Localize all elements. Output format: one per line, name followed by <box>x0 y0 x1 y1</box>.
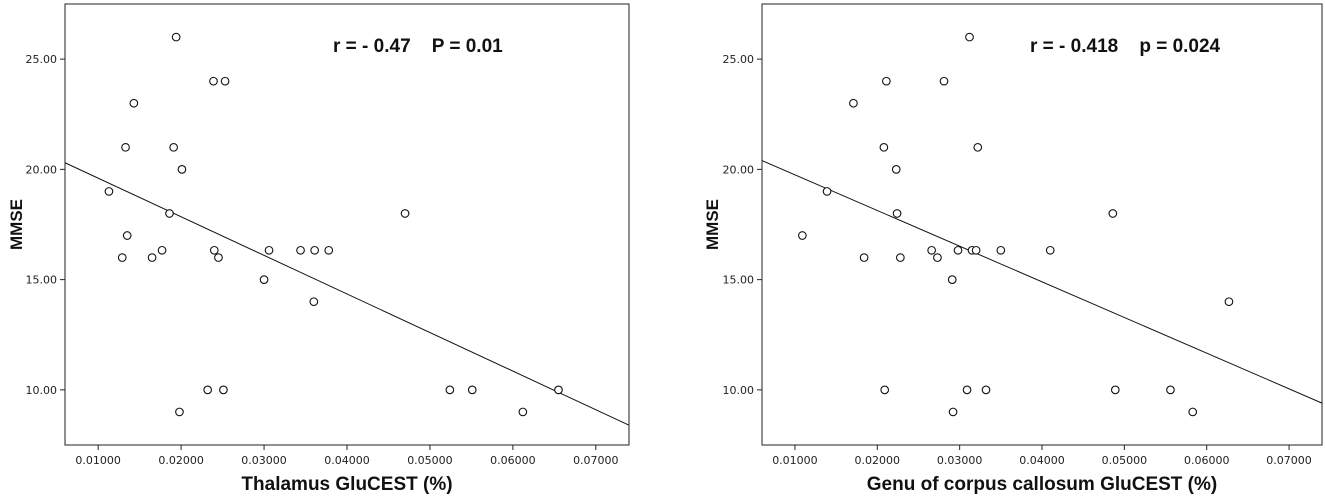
y-tick-label: 15.00 <box>723 274 755 287</box>
scatter-point <box>947 275 957 284</box>
x-tick-label: 0.01000 <box>75 454 121 467</box>
scatter-point <box>822 187 832 196</box>
scatter-point <box>892 209 902 218</box>
y-tick-label: 15.00 <box>26 274 58 287</box>
regression-line <box>761 160 1323 404</box>
data-points <box>104 32 563 417</box>
scatter-point <box>882 76 891 86</box>
scatter-point <box>1045 245 1055 255</box>
scatter-point <box>309 297 319 307</box>
regression-line <box>64 162 630 426</box>
scatter-point <box>467 385 477 395</box>
scatter-point <box>324 245 334 255</box>
thalamus-scatter-panel: 10.00 15.00 20.00 25.00 0.01000 0.02000 0.030… <box>7 3 630 495</box>
scatter-point <box>264 245 274 255</box>
correlation-annotation: r = - 0.418 p = 0.024 <box>1030 36 1221 57</box>
x-tick-label: 0.06000 <box>1184 454 1230 467</box>
y-tick-label: 10.00 <box>723 384 755 397</box>
x-axis-label: Genu of corpus callosum GluCEST (%) <box>867 474 1217 495</box>
scatter-point <box>445 385 455 395</box>
x-axis-ticks: 0.01000 0.02000 0.03000 0.04000 0.05000 0.060… <box>772 445 1312 467</box>
y-axis-ticks: 10.00 15.00 20.00 25.00 <box>26 53 65 397</box>
y-tick-label: 10.00 <box>26 384 58 397</box>
x-tick-label: 0.07000 <box>1266 454 1312 467</box>
x-tick-label: 0.07000 <box>573 454 619 467</box>
y-tick-label: 25.00 <box>723 53 755 66</box>
x-tick-label: 0.03000 <box>937 454 983 467</box>
scatter-point <box>1188 407 1198 417</box>
x-tick-label: 0.04000 <box>1019 454 1065 467</box>
x-axis-label: Thalamus GluCEST (%) <box>241 474 452 495</box>
scatter-point <box>259 275 269 284</box>
scatter-point <box>121 142 130 152</box>
scatter-point <box>939 76 949 86</box>
y-tick-label: 20.00 <box>26 163 58 176</box>
scatter-point <box>973 142 983 152</box>
scatter-point <box>953 245 963 255</box>
scatter-point <box>554 385 563 395</box>
scatter-point <box>169 142 179 152</box>
x-tick-label: 0.05000 <box>1102 454 1148 467</box>
scatter-point <box>104 187 114 196</box>
x-tick-label: 0.04000 <box>324 454 370 467</box>
plot-frame <box>761 3 1323 446</box>
y-axis-ticks: 10.00 15.00 20.00 25.00 <box>723 53 762 397</box>
scatter-point <box>214 253 223 262</box>
x-tick-label: 0.03000 <box>241 454 287 467</box>
y-tick-label: 25.00 <box>26 53 58 66</box>
scatter-point <box>859 253 869 262</box>
scatter-point <box>171 32 181 42</box>
x-tick-label: 0.02000 <box>855 454 901 467</box>
x-tick-label: 0.05000 <box>407 454 453 467</box>
scatter-point <box>971 245 981 255</box>
scatter-point <box>981 385 991 395</box>
data-points <box>798 32 1234 417</box>
y-axis-label: MMSE <box>703 199 722 250</box>
x-axis-ticks: 0.01000 0.02000 0.03000 0.04000 0.05000 0.060… <box>75 445 619 467</box>
scatter-point <box>965 32 974 42</box>
scatter-point <box>165 209 174 218</box>
scatter-point <box>117 253 127 262</box>
scatter-point <box>209 76 218 86</box>
scatter-point <box>175 407 184 417</box>
scatter-point <box>849 98 858 108</box>
scatter-point <box>996 245 1006 255</box>
plot-frame <box>64 3 630 446</box>
scatter-point <box>879 142 889 152</box>
scatter-point <box>1108 209 1118 218</box>
scatter-point <box>129 98 139 108</box>
scatter-point <box>518 407 528 417</box>
y-axis-label: MMSE <box>7 199 26 250</box>
scatter-point <box>948 407 958 417</box>
scatter-point <box>219 385 228 395</box>
scatter-point <box>122 231 132 240</box>
correlation-annotation: r = - 0.47 P = 0.01 <box>333 36 503 57</box>
scatter-point <box>798 231 807 240</box>
scatter-point <box>880 385 890 395</box>
x-tick-label: 0.01000 <box>772 454 818 467</box>
scatter-point <box>927 245 936 255</box>
scatter-point <box>933 253 942 262</box>
scatter-point <box>203 385 213 395</box>
scatter-point <box>1110 385 1120 395</box>
x-tick-label: 0.06000 <box>490 454 536 467</box>
scatter-point <box>1166 385 1175 395</box>
scatter-point <box>962 385 972 395</box>
scatter-point <box>220 76 230 86</box>
scatter-point <box>891 165 901 174</box>
scatter-point <box>896 253 905 262</box>
scatter-point <box>400 209 410 218</box>
scatter-point <box>157 245 167 255</box>
scatter-point <box>310 245 320 255</box>
scatter-point <box>147 253 157 262</box>
scatter-point <box>209 245 219 255</box>
x-tick-label: 0.02000 <box>158 454 204 467</box>
genu-corpus-callosum-scatter-panel: 10.00 15.00 20.00 25.00 0.01000 0.02000 0.030… <box>703 3 1323 495</box>
scatter-point <box>296 245 305 255</box>
scatter-point <box>1224 297 1234 307</box>
y-tick-label: 20.00 <box>723 163 755 176</box>
scatter-point <box>177 165 187 174</box>
